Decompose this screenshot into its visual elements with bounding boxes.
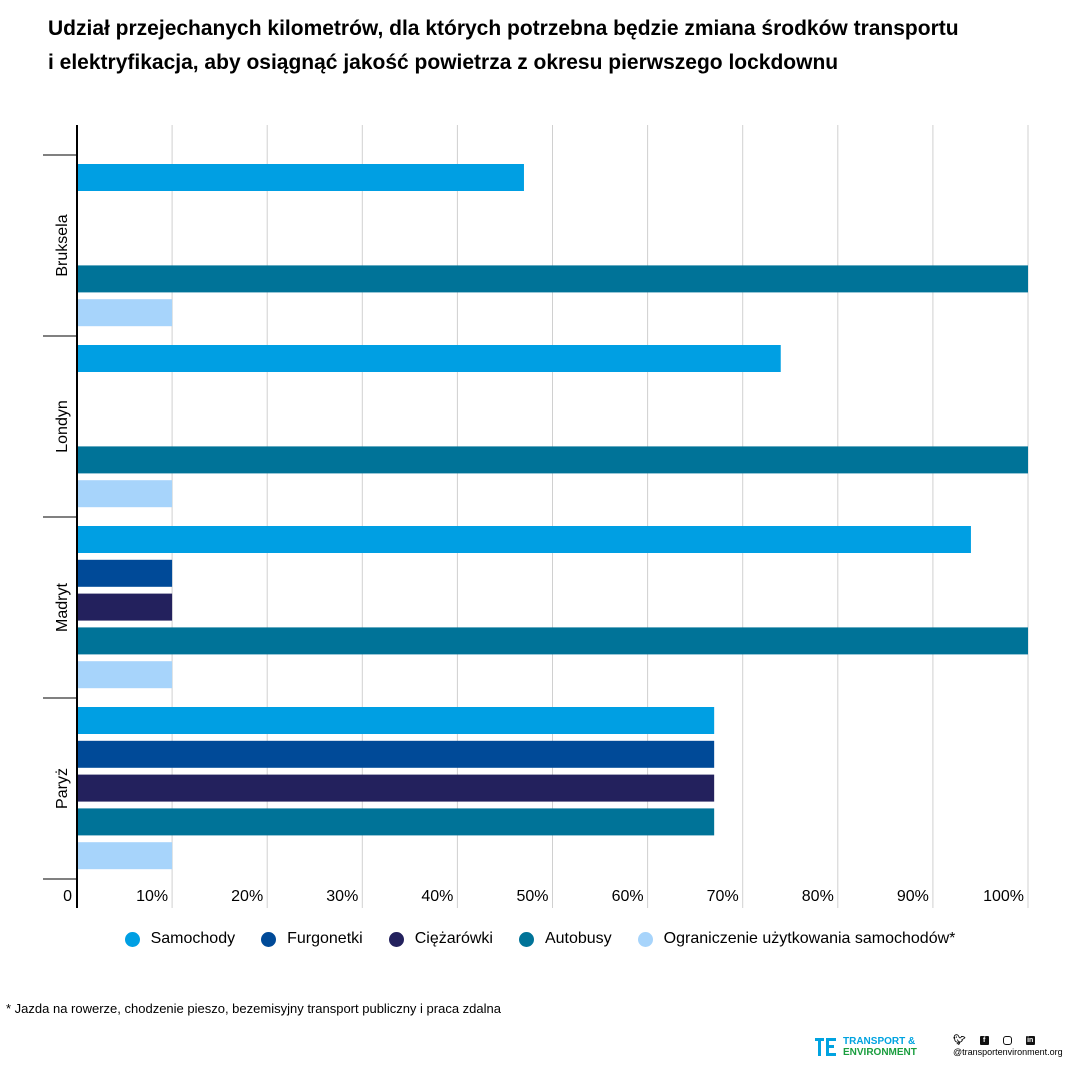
bar <box>77 627 1028 655</box>
brand-name: TRANSPORT & ENVIRONMENT <box>843 1036 951 1058</box>
legend-item: Samochody <box>124 930 236 948</box>
x-tick-label: 20% <box>231 888 263 905</box>
legend-swatch <box>124 931 140 947</box>
category-label: Paryż <box>54 768 71 809</box>
bars <box>77 164 1028 870</box>
axes: 0 10% 20% 30% 40% 50% 60% 70% 80% 90% 100% Bruksela… <box>43 125 1024 908</box>
bar-chart: 0 10% 20% 30% 40% 50% 60% 70% 80% 90% 100% Bruksela… <box>43 125 1029 908</box>
legend-label: Ciężarówki <box>414 930 493 947</box>
legend-swatch <box>388 931 404 947</box>
legend: Samochody Furgonetki Ciężarówki Autobusy Ogr… <box>0 930 1080 948</box>
category-label: Bruksela <box>54 214 71 276</box>
legend-item: Ograniczenie użytkowania samochodów* <box>637 930 956 948</box>
legend-swatch <box>261 931 277 947</box>
bar <box>77 774 715 802</box>
x-tick-label: 90% <box>897 888 929 905</box>
chart-title-line2: i elektryfikacja, aby osiągnąć jakość po… <box>48 51 839 74</box>
bar <box>77 707 715 734</box>
x-tick-label: 80% <box>802 888 834 905</box>
brand-name-line1: TRANSPORT & <box>843 1036 916 1047</box>
legend-label: Furgonetki <box>287 930 363 947</box>
social-icons: 🐦︎ f in <box>953 1035 1063 1046</box>
x-tick-label: 40% <box>421 888 453 905</box>
bar <box>77 593 173 621</box>
chart-title-line1: Udział przejechanych kilometrów, dla któ… <box>48 17 959 40</box>
website-link[interactable]: @transportenvironment.org <box>953 1047 1063 1057</box>
bar <box>77 526 971 553</box>
x-tick-label: 60% <box>612 888 644 905</box>
x-tick-label: 100% <box>983 888 1024 905</box>
facebook-icon[interactable]: f <box>979 1036 989 1045</box>
brand-footer: TRANSPORT & ENVIRONMENT 🐦︎ f in @transpo… <box>815 1036 1063 1058</box>
legend-swatch <box>518 931 534 947</box>
footnote: * Jazda na rowerze, chodzenie pieszo, be… <box>6 1001 501 1016</box>
legend-item: Furgonetki <box>261 930 363 948</box>
bar <box>77 345 781 372</box>
legend-label: Samochody <box>150 930 236 947</box>
brand-name-line2: ENVIRONMENT <box>843 1047 917 1058</box>
legend-label: Ograniczenie użytkowania samochodów* <box>663 930 956 947</box>
legend-item: Ciężarówki <box>388 930 493 948</box>
bar <box>77 559 173 587</box>
te-logo-icon <box>815 1036 837 1058</box>
legend-label: Autobusy <box>544 930 612 947</box>
x-tick-label: 30% <box>326 888 358 905</box>
x-tick-label: 70% <box>707 888 739 905</box>
twitter-icon[interactable]: 🐦︎ <box>953 1035 966 1046</box>
x-tick-label: 0 <box>63 888 72 905</box>
bar <box>77 661 173 689</box>
instagram-icon[interactable] <box>1002 1036 1012 1045</box>
bar <box>77 446 1028 474</box>
x-tick-label: 10% <box>136 888 168 905</box>
category-label: Londyn <box>54 400 71 453</box>
category-label: Madryt <box>54 583 71 632</box>
bar <box>77 299 173 327</box>
bar <box>77 740 715 768</box>
bar <box>77 164 524 191</box>
bar <box>77 808 715 836</box>
chart-title: Udział przejechanych kilometrów, dla któ… <box>48 12 1048 80</box>
bar <box>77 480 173 508</box>
social-block: 🐦︎ f in @transportenvironment.org <box>953 1036 1063 1058</box>
bar <box>77 842 173 870</box>
linkedin-icon[interactable]: in <box>1025 1036 1035 1045</box>
x-tick-label: 50% <box>516 888 548 905</box>
bar <box>77 265 1028 293</box>
legend-item: Autobusy <box>518 930 612 948</box>
legend-swatch <box>637 931 653 947</box>
